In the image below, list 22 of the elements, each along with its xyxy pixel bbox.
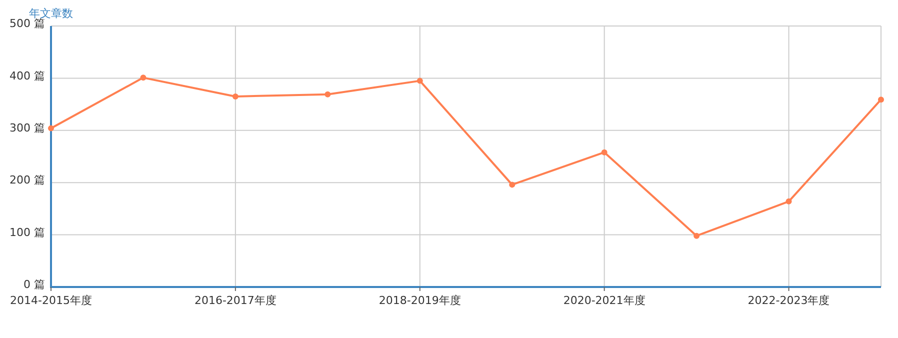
y-tick-label: 0 篇: [24, 278, 45, 292]
y-tick-label: 500 篇: [10, 17, 45, 30]
y-tick-label: 300 篇: [10, 122, 45, 134]
y-tick-label: 100 篇: [10, 226, 45, 239]
x-tick-label: 2014-2015年度: [10, 294, 92, 307]
x-tick-label: 2022-2023年度: [748, 294, 830, 307]
point: [324, 91, 331, 98]
point: [509, 182, 516, 188]
point: [416, 78, 423, 84]
point: [786, 198, 792, 204]
point: [601, 149, 608, 156]
point: [140, 74, 146, 81]
point: [694, 232, 700, 239]
point: [232, 93, 238, 100]
y-tick-label: 400 篇: [10, 69, 45, 82]
x-tick-label: 2020-2021年度: [563, 294, 646, 307]
y-axis-title: 年文章数: [29, 7, 73, 20]
x-tick-label: 2018-2019年度: [378, 294, 461, 307]
y-tick-label: 200 篇: [10, 174, 45, 187]
x-tick-label: 2016-2017年度: [194, 294, 276, 307]
point: [48, 125, 54, 132]
point: [878, 96, 884, 103]
